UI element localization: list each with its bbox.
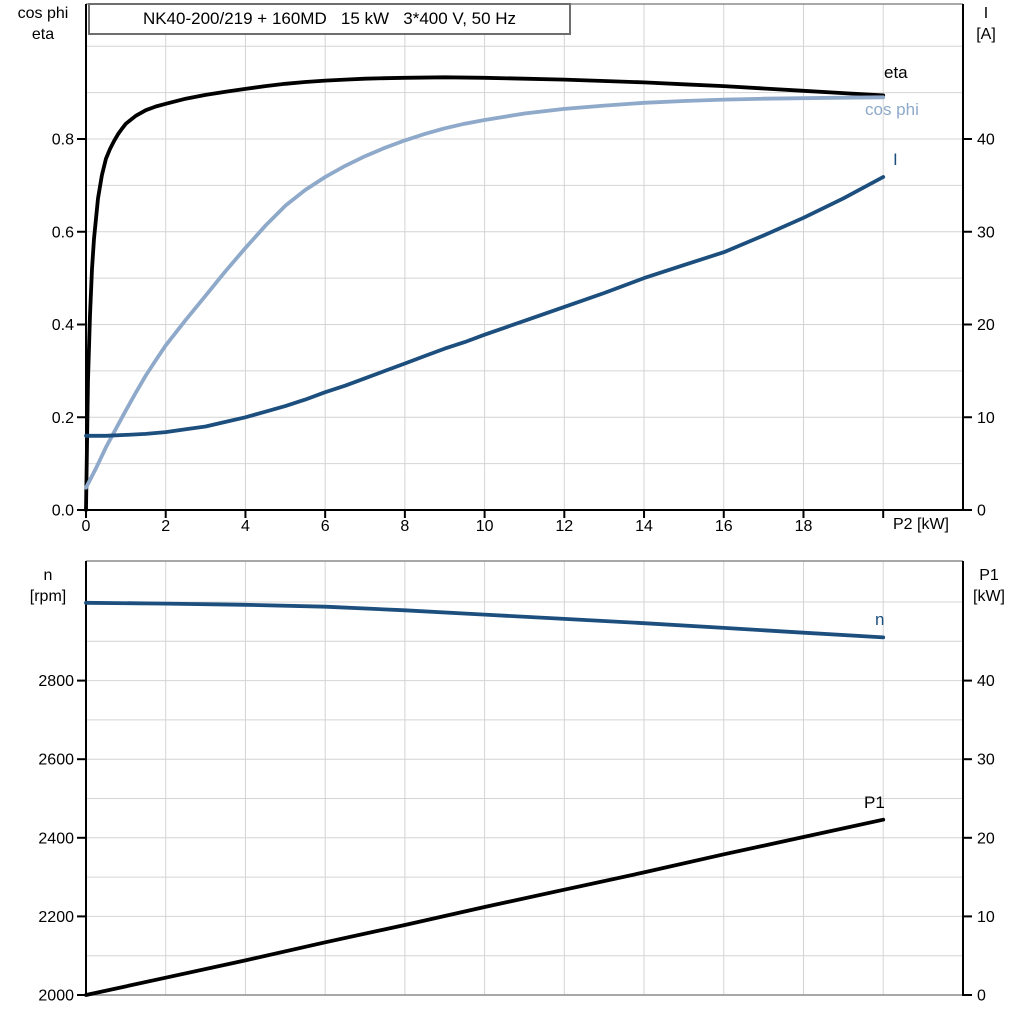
curve-label-current: I: [893, 150, 898, 169]
x-axis-unit-label: P2 [kW]: [892, 516, 949, 533]
axis-label-cos-phi: cos phi: [17, 5, 69, 22]
y-left-tick-label: 0.6: [52, 224, 74, 241]
curve-n: [84, 600, 886, 640]
chart-title: NK40-200/219 + 160MD 15 kW 3*400 V, 50 H…: [142, 9, 517, 28]
bottom-left-axis-label: n [rpm]: [14, 565, 82, 607]
y-right-tick-label: 0: [977, 988, 986, 1005]
curve-label-p1: P1: [864, 793, 885, 812]
x-tick-label: 0: [82, 518, 91, 535]
y-left-tick-label: 2000: [38, 988, 74, 1005]
y-left-tick-label: 0.2: [52, 410, 74, 427]
y-right-tick-label: 10: [977, 909, 995, 926]
y-right-tick-label: 30: [977, 752, 995, 769]
y-left-tick-label: 2600: [38, 752, 74, 769]
x-tick-label: 4: [241, 518, 250, 535]
y-left-tick-label: 2400: [38, 830, 74, 847]
curve-P1_data: [84, 817, 886, 997]
y-right-tick-label: 0: [977, 503, 986, 520]
y-right-tick-label: 20: [977, 317, 995, 334]
x-tick-label: 8: [400, 518, 409, 535]
axis-label-current-unit: [A]: [976, 26, 996, 43]
y-left-tick-label: 0.8: [52, 132, 74, 149]
y-right-tick-label: 40: [977, 673, 995, 690]
x-tick-label: 10: [476, 518, 494, 535]
x-tick-label: 16: [715, 518, 733, 535]
top-left-axis-label: cos phi eta: [6, 3, 80, 45]
x-tick-label: 18: [795, 518, 813, 535]
y-right-tick-label: 40: [977, 132, 995, 149]
curve-label-cos-phi: cos phi: [865, 100, 919, 119]
x-tick-label: 12: [555, 518, 573, 535]
curve-label-speed: n: [875, 610, 885, 629]
y-left-tick-label: 0.0: [52, 503, 74, 520]
axis-label-p1-unit: [kW]: [973, 588, 1005, 605]
x-tick-label: 14: [635, 518, 653, 535]
y-left-tick-label: 2200: [38, 909, 74, 926]
y-left-tick-label: 2800: [38, 673, 74, 690]
curve-label-eta: eta: [884, 63, 908, 82]
curve-cos-phi: [84, 95, 886, 490]
y-left-tick-label: 0.4: [52, 317, 74, 334]
axis-label-speed-unit: [rpm]: [29, 588, 67, 605]
top-right-axis-label: I [A]: [963, 3, 1009, 45]
y-right-tick-label: 10: [977, 410, 995, 427]
curve-I: [84, 175, 886, 438]
x-tick-label: 6: [321, 518, 330, 535]
curve-eta: [84, 75, 886, 512]
axis-label-speed: n: [43, 567, 53, 584]
chart-title-box: NK40-200/219 + 160MD 15 kW 3*400 V, 50 H…: [88, 3, 571, 35]
axis-label-eta: eta: [31, 26, 55, 43]
axis-label-current: I: [983, 5, 989, 22]
x-tick-label: 2: [161, 518, 170, 535]
axis-label-p1: P1: [979, 567, 999, 584]
bottom-right-axis-label: P1 [kW]: [960, 565, 1018, 607]
y-right-tick-label: 20: [977, 830, 995, 847]
y-right-tick-label: 30: [977, 224, 995, 241]
